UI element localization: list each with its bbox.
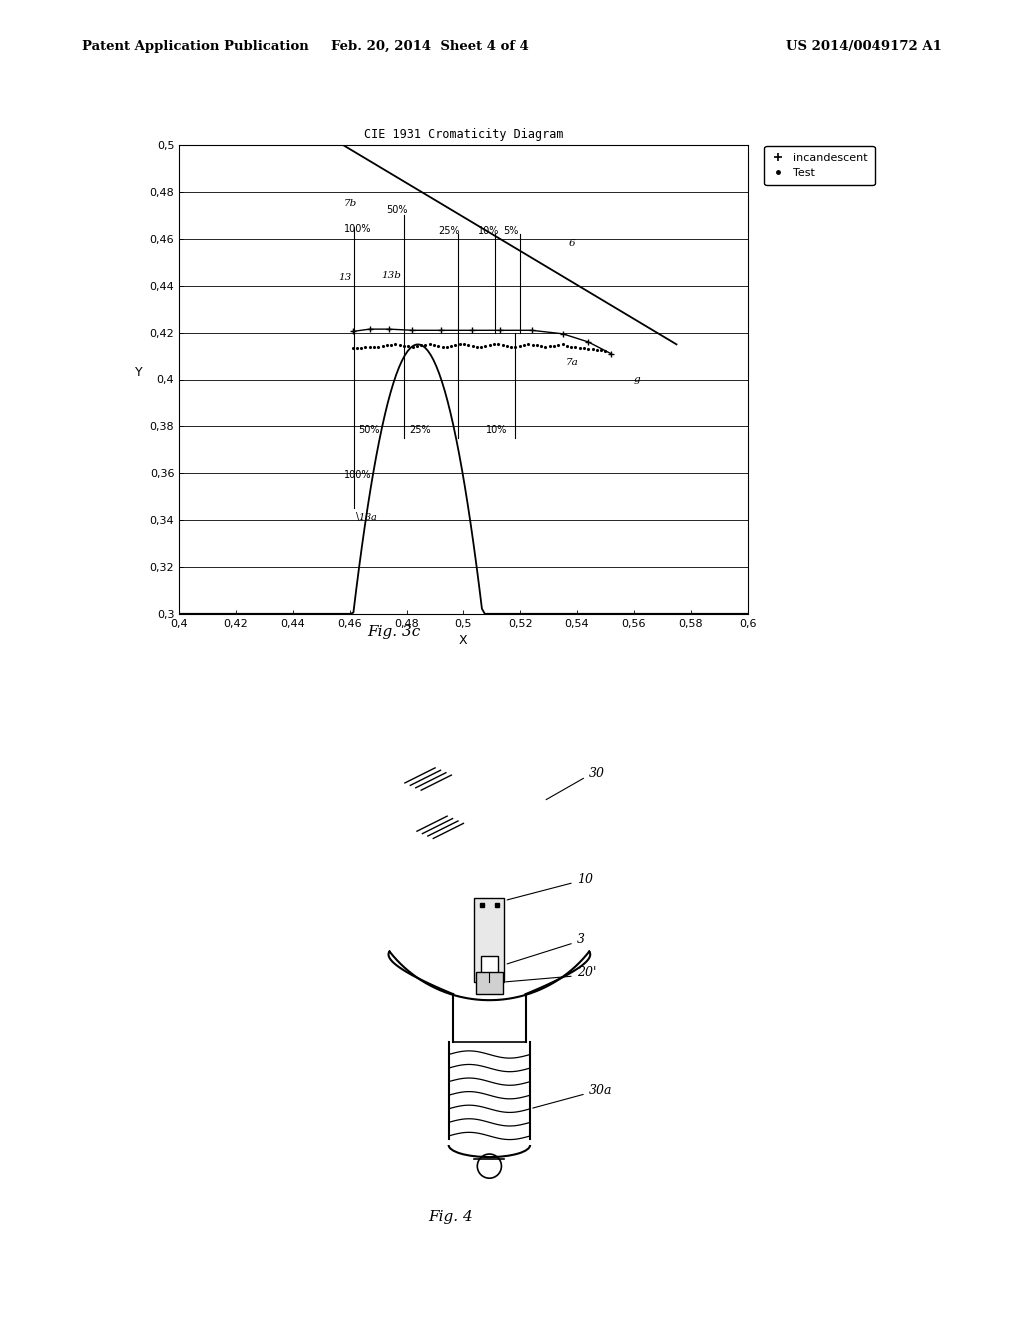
Text: 50%: 50% bbox=[358, 425, 380, 436]
Line: Test: Test bbox=[351, 343, 607, 352]
Test bbox=[505, 339, 517, 355]
Text: 20': 20' bbox=[577, 966, 596, 979]
Test bbox=[346, 341, 358, 356]
Bar bbox=[476, 972, 503, 994]
Test bbox=[432, 338, 444, 354]
incandescent bbox=[605, 346, 617, 362]
Text: 100%: 100% bbox=[344, 224, 372, 234]
incandescent bbox=[495, 322, 507, 338]
Bar bbox=[481, 957, 498, 973]
incandescent bbox=[525, 322, 538, 338]
incandescent bbox=[557, 326, 569, 342]
Y-axis label: Y: Y bbox=[135, 367, 142, 380]
Text: g: g bbox=[634, 375, 640, 384]
Title: CIE 1931 Cromaticity Diagram: CIE 1931 Cromaticity Diagram bbox=[364, 128, 563, 141]
Test bbox=[556, 337, 568, 352]
Test bbox=[389, 337, 401, 352]
Text: $\backslash$13a: $\backslash$13a bbox=[355, 510, 378, 523]
Line: incandescent: incandescent bbox=[349, 326, 614, 358]
Text: Patent Application Publication: Patent Application Publication bbox=[82, 40, 308, 53]
X-axis label: X: X bbox=[459, 634, 468, 647]
Text: 100%: 100% bbox=[344, 470, 372, 480]
Text: 10%: 10% bbox=[486, 425, 508, 436]
Text: 13: 13 bbox=[338, 273, 351, 282]
Text: 7b: 7b bbox=[344, 199, 357, 209]
Text: 25%: 25% bbox=[410, 425, 431, 436]
Test bbox=[419, 337, 431, 352]
Text: Fig. 4: Fig. 4 bbox=[428, 1210, 473, 1224]
Text: 30: 30 bbox=[589, 767, 605, 780]
Bar bbox=[474, 898, 505, 982]
Text: Feb. 20, 2014  Sheet 4 of 4: Feb. 20, 2014 Sheet 4 of 4 bbox=[331, 40, 529, 53]
Test bbox=[428, 337, 440, 352]
incandescent bbox=[383, 321, 395, 337]
Text: Fig. 3c: Fig. 3c bbox=[368, 626, 421, 639]
incandescent bbox=[434, 322, 446, 338]
Text: 10%: 10% bbox=[477, 226, 499, 236]
Text: 13b: 13b bbox=[381, 271, 400, 280]
incandescent bbox=[407, 322, 419, 338]
Test bbox=[599, 343, 611, 359]
Text: 10: 10 bbox=[577, 873, 593, 886]
incandescent bbox=[364, 321, 376, 337]
Text: 50%: 50% bbox=[387, 205, 409, 215]
Legend: incandescent, Test: incandescent, Test bbox=[765, 147, 874, 185]
incandescent bbox=[346, 323, 358, 339]
Text: US 2014/0049172 A1: US 2014/0049172 A1 bbox=[786, 40, 942, 53]
incandescent bbox=[466, 322, 478, 338]
Test bbox=[411, 338, 423, 354]
Text: 6: 6 bbox=[568, 239, 575, 248]
Text: 7a: 7a bbox=[565, 359, 579, 367]
incandescent bbox=[583, 334, 595, 350]
Text: 5%: 5% bbox=[503, 226, 518, 236]
Text: 30a: 30a bbox=[589, 1084, 612, 1097]
Text: 3: 3 bbox=[577, 933, 585, 946]
Text: 25%: 25% bbox=[438, 226, 460, 236]
